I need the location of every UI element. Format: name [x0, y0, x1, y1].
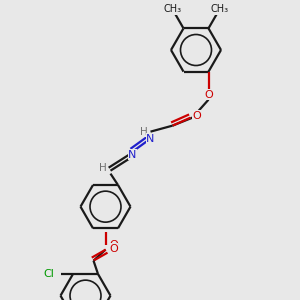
Text: O: O	[204, 90, 213, 100]
Text: H: H	[99, 163, 106, 173]
Text: O: O	[192, 111, 201, 121]
Text: H: H	[140, 127, 147, 137]
Text: CH₃: CH₃	[164, 4, 181, 14]
Text: Cl: Cl	[44, 269, 54, 279]
Text: N: N	[146, 134, 155, 144]
Text: O: O	[109, 240, 118, 250]
Text: CH₃: CH₃	[210, 4, 229, 14]
Text: N: N	[128, 150, 137, 160]
Text: O: O	[109, 244, 118, 254]
